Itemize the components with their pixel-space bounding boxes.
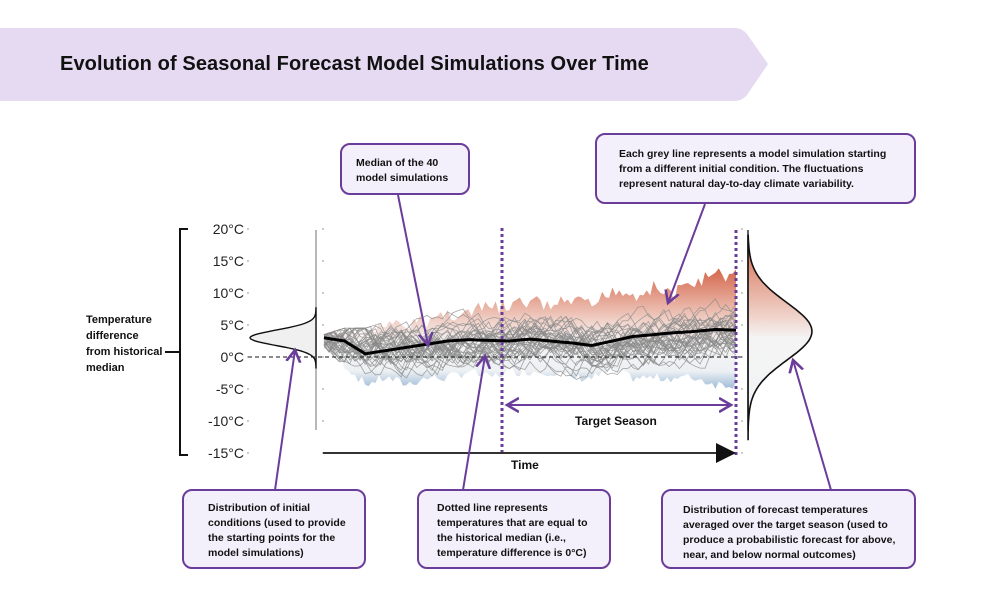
median-callout: Median of the 40 model simulations xyxy=(340,143,470,195)
dotted-line-callout: Dotted line represents temperatures that… xyxy=(417,489,611,569)
simulation-line xyxy=(323,314,737,367)
y-tick-label: 15°C xyxy=(212,253,244,269)
simulation-line xyxy=(323,317,737,361)
y-tick-label: 5°C xyxy=(220,317,245,333)
y-tick-label: -15°C xyxy=(208,445,244,461)
simulation-line xyxy=(323,317,737,361)
dotted-callout-connector xyxy=(462,356,485,491)
initial-callout-connector xyxy=(274,350,295,491)
grey-lines-callout-connector xyxy=(668,203,706,303)
target-season-label: Target Season xyxy=(575,414,657,428)
grey-lines-callout: Each grey line represents a model simula… xyxy=(595,133,916,204)
page-title: Evolution of Seasonal Forecast Model Sim… xyxy=(60,53,649,75)
forecast-distribution-callout: Distribution of forecast temperatures av… xyxy=(661,489,916,569)
median-callout-connector xyxy=(397,194,428,345)
median-line xyxy=(323,327,737,356)
simulation-lines xyxy=(323,298,737,380)
simulation-line xyxy=(323,309,737,374)
x-axis-label: Time xyxy=(511,458,539,472)
y-tick-marks xyxy=(247,228,743,454)
y-tick-label: 20°C xyxy=(212,221,244,237)
simulation-line xyxy=(323,317,737,360)
simulation-line xyxy=(323,316,737,372)
initial-conditions-callout: Distribution of initial conditions (used… xyxy=(182,489,366,569)
y-tick-label: -10°C xyxy=(208,413,244,429)
y-tick-label: -5°C xyxy=(215,381,244,397)
simulation-line xyxy=(323,312,737,364)
y-axis-bracket xyxy=(179,228,188,456)
simulation-line xyxy=(323,311,737,369)
forecast-callout-connector xyxy=(793,360,832,491)
y-axis-label: Temperature difference from historical m… xyxy=(86,314,163,374)
y-tick-label: 10°C xyxy=(212,285,244,301)
title-banner: Evolution of Seasonal Forecast Model Sim… xyxy=(0,28,770,101)
y-tick-label: 0°C xyxy=(220,349,245,365)
initial-distribution-curve xyxy=(249,307,317,369)
banner-arrow-shape xyxy=(0,28,768,101)
forecast-distribution-curve xyxy=(747,234,813,441)
simulation-line xyxy=(323,312,737,368)
